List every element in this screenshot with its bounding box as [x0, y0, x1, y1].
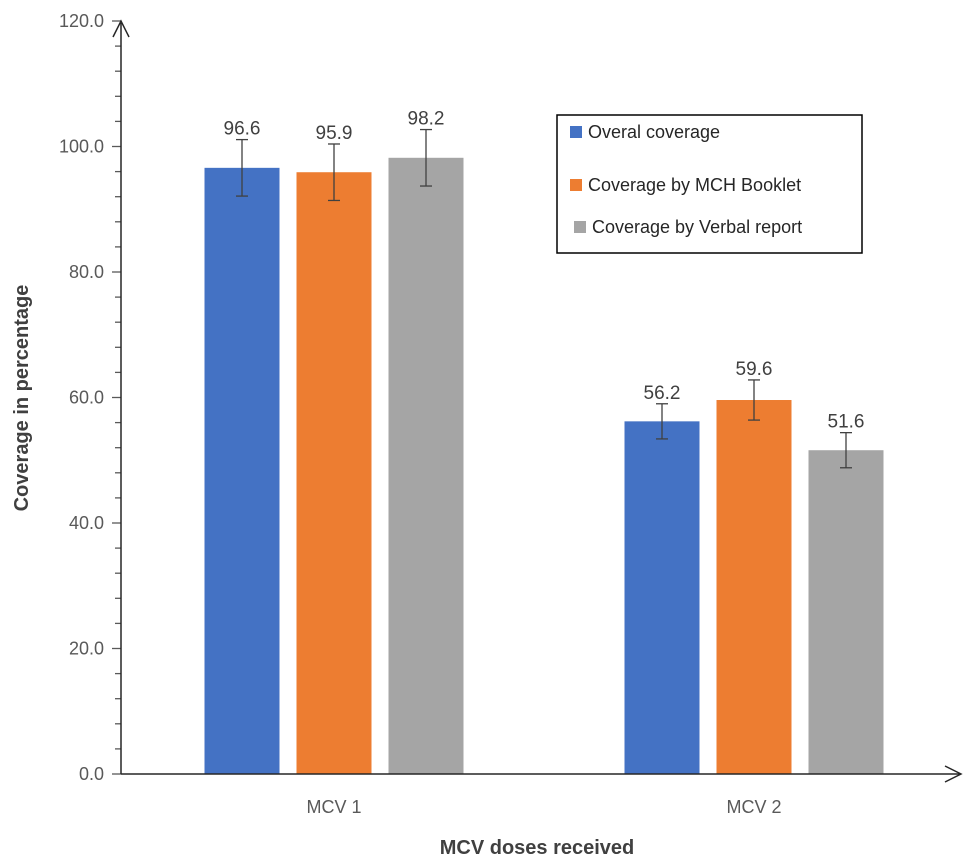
- data-label: 59.6: [736, 359, 773, 380]
- bar: [296, 172, 372, 775]
- y-axis-arrow: [112, 19, 130, 38]
- data-label: 51.6: [828, 412, 865, 433]
- y-tick-label: 0.0: [79, 764, 104, 784]
- data-label: 96.6: [224, 119, 261, 140]
- legend-label: Coverage by Verbal report: [592, 217, 802, 237]
- legend-label: Coverage by MCH Booklet: [588, 175, 801, 195]
- legend: Overal coverage Coverage by MCH Booklet Co…: [556, 114, 863, 254]
- data-labels: 96.6 56.2 95.9 59.6 98.2 51.6: [224, 109, 865, 433]
- legend-label: Overal coverage: [588, 122, 720, 142]
- bar: [388, 157, 464, 775]
- y-tick-label: 40.0: [69, 513, 104, 533]
- y-tick-label: 20.0: [69, 639, 104, 659]
- x-category-label: MCV 1: [306, 797, 361, 817]
- bar: [624, 421, 700, 774]
- y-axis-ticks: 0.0 20.0 40.0 60.0 80.0 100.0 120.0: [59, 11, 121, 784]
- y-axis-title: Coverage in percentage: [11, 285, 33, 512]
- data-label: 98.2: [408, 109, 445, 130]
- x-axis-categories: MCV 1 MCV 2: [306, 797, 781, 817]
- bar: [204, 167, 280, 774]
- data-label: 56.2: [644, 383, 681, 404]
- y-tick-label: 60.0: [69, 388, 104, 408]
- legend-box: [556, 114, 863, 254]
- axes: [112, 19, 963, 783]
- legend-swatch: [574, 221, 586, 233]
- y-tick-label: 120.0: [59, 11, 104, 31]
- y-tick-label: 80.0: [69, 262, 104, 282]
- bars: [204, 157, 884, 775]
- bar: [808, 450, 884, 774]
- legend-swatch: [570, 126, 582, 138]
- data-label: 95.9: [316, 123, 353, 144]
- error-bars: [236, 128, 852, 469]
- x-category-label: MCV 2: [726, 797, 781, 817]
- y-tick-label: 100.0: [59, 137, 104, 157]
- x-axis-arrow: [944, 765, 963, 783]
- bar: [716, 400, 792, 774]
- x-axis-title: MCV doses received: [440, 837, 635, 859]
- legend-swatch: [570, 179, 582, 191]
